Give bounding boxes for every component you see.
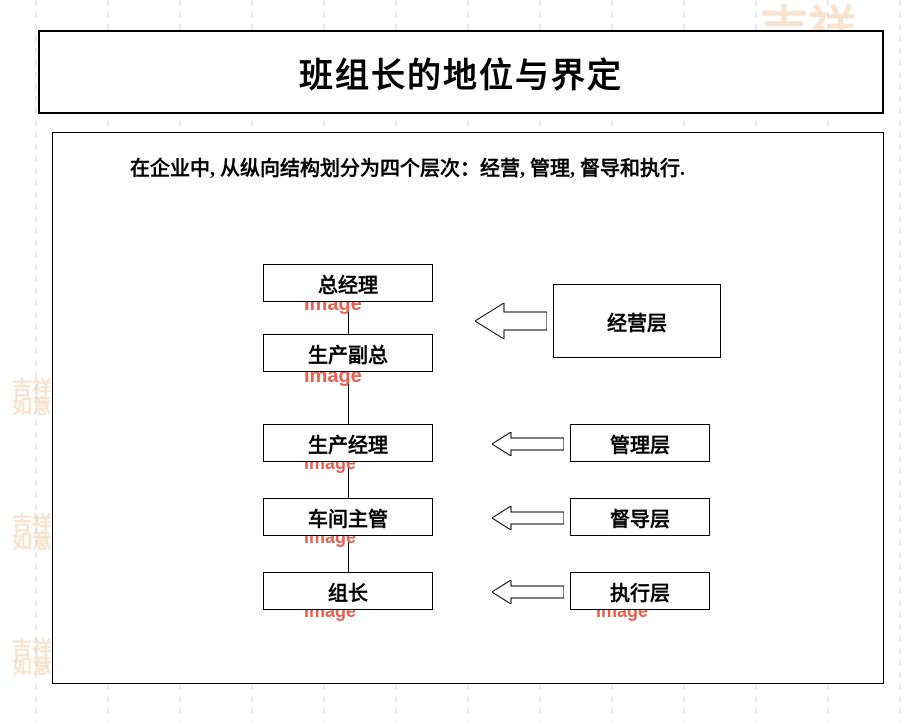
layer-node-label: 执行层 — [610, 577, 670, 606]
layer-node-exe-level: 执行层 — [570, 572, 710, 610]
arrow-left-icon — [492, 432, 564, 456]
arrow-left-icon — [492, 580, 564, 604]
layer-node-mgmt-level: 经营层 — [553, 284, 721, 358]
org-node-tl: 组长 — [263, 572, 433, 610]
layer-node-mgr-level: 管理层 — [570, 424, 710, 462]
org-node-ws: 车间主管 — [263, 498, 433, 536]
arrow-left-icon — [492, 506, 564, 530]
org-node-label: 组长 — [328, 577, 368, 606]
org-node-pm: 生产经理 — [263, 424, 433, 462]
org-node-label: 生产副总 — [308, 339, 388, 368]
org-connector — [348, 302, 349, 334]
page-title: 班组长的地位与界定 — [299, 48, 623, 97]
org-node-label: 生产经理 — [308, 429, 388, 458]
org-node-label: 总经理 — [318, 269, 378, 298]
title-box: 班组长的地位与界定 — [38, 30, 884, 114]
org-connector — [348, 372, 349, 424]
org-node-vp: 生产副总 — [263, 334, 433, 372]
layer-node-label: 经营层 — [607, 307, 667, 336]
org-node-label: 车间主管 — [308, 503, 388, 532]
org-connector — [348, 536, 349, 572]
layer-node-sup-level: 督导层 — [570, 498, 710, 536]
arrow-left-icon — [475, 303, 547, 339]
org-connector — [348, 462, 349, 498]
layer-node-label: 督导层 — [610, 503, 670, 532]
subtitle-text: 在企业中, 从纵向结构划分为四个层次：经营, 管理, 督导和执行. — [130, 152, 860, 181]
org-node-gm: 总经理 — [263, 264, 433, 302]
body-frame — [52, 132, 884, 684]
layer-node-label: 管理层 — [610, 429, 670, 458]
